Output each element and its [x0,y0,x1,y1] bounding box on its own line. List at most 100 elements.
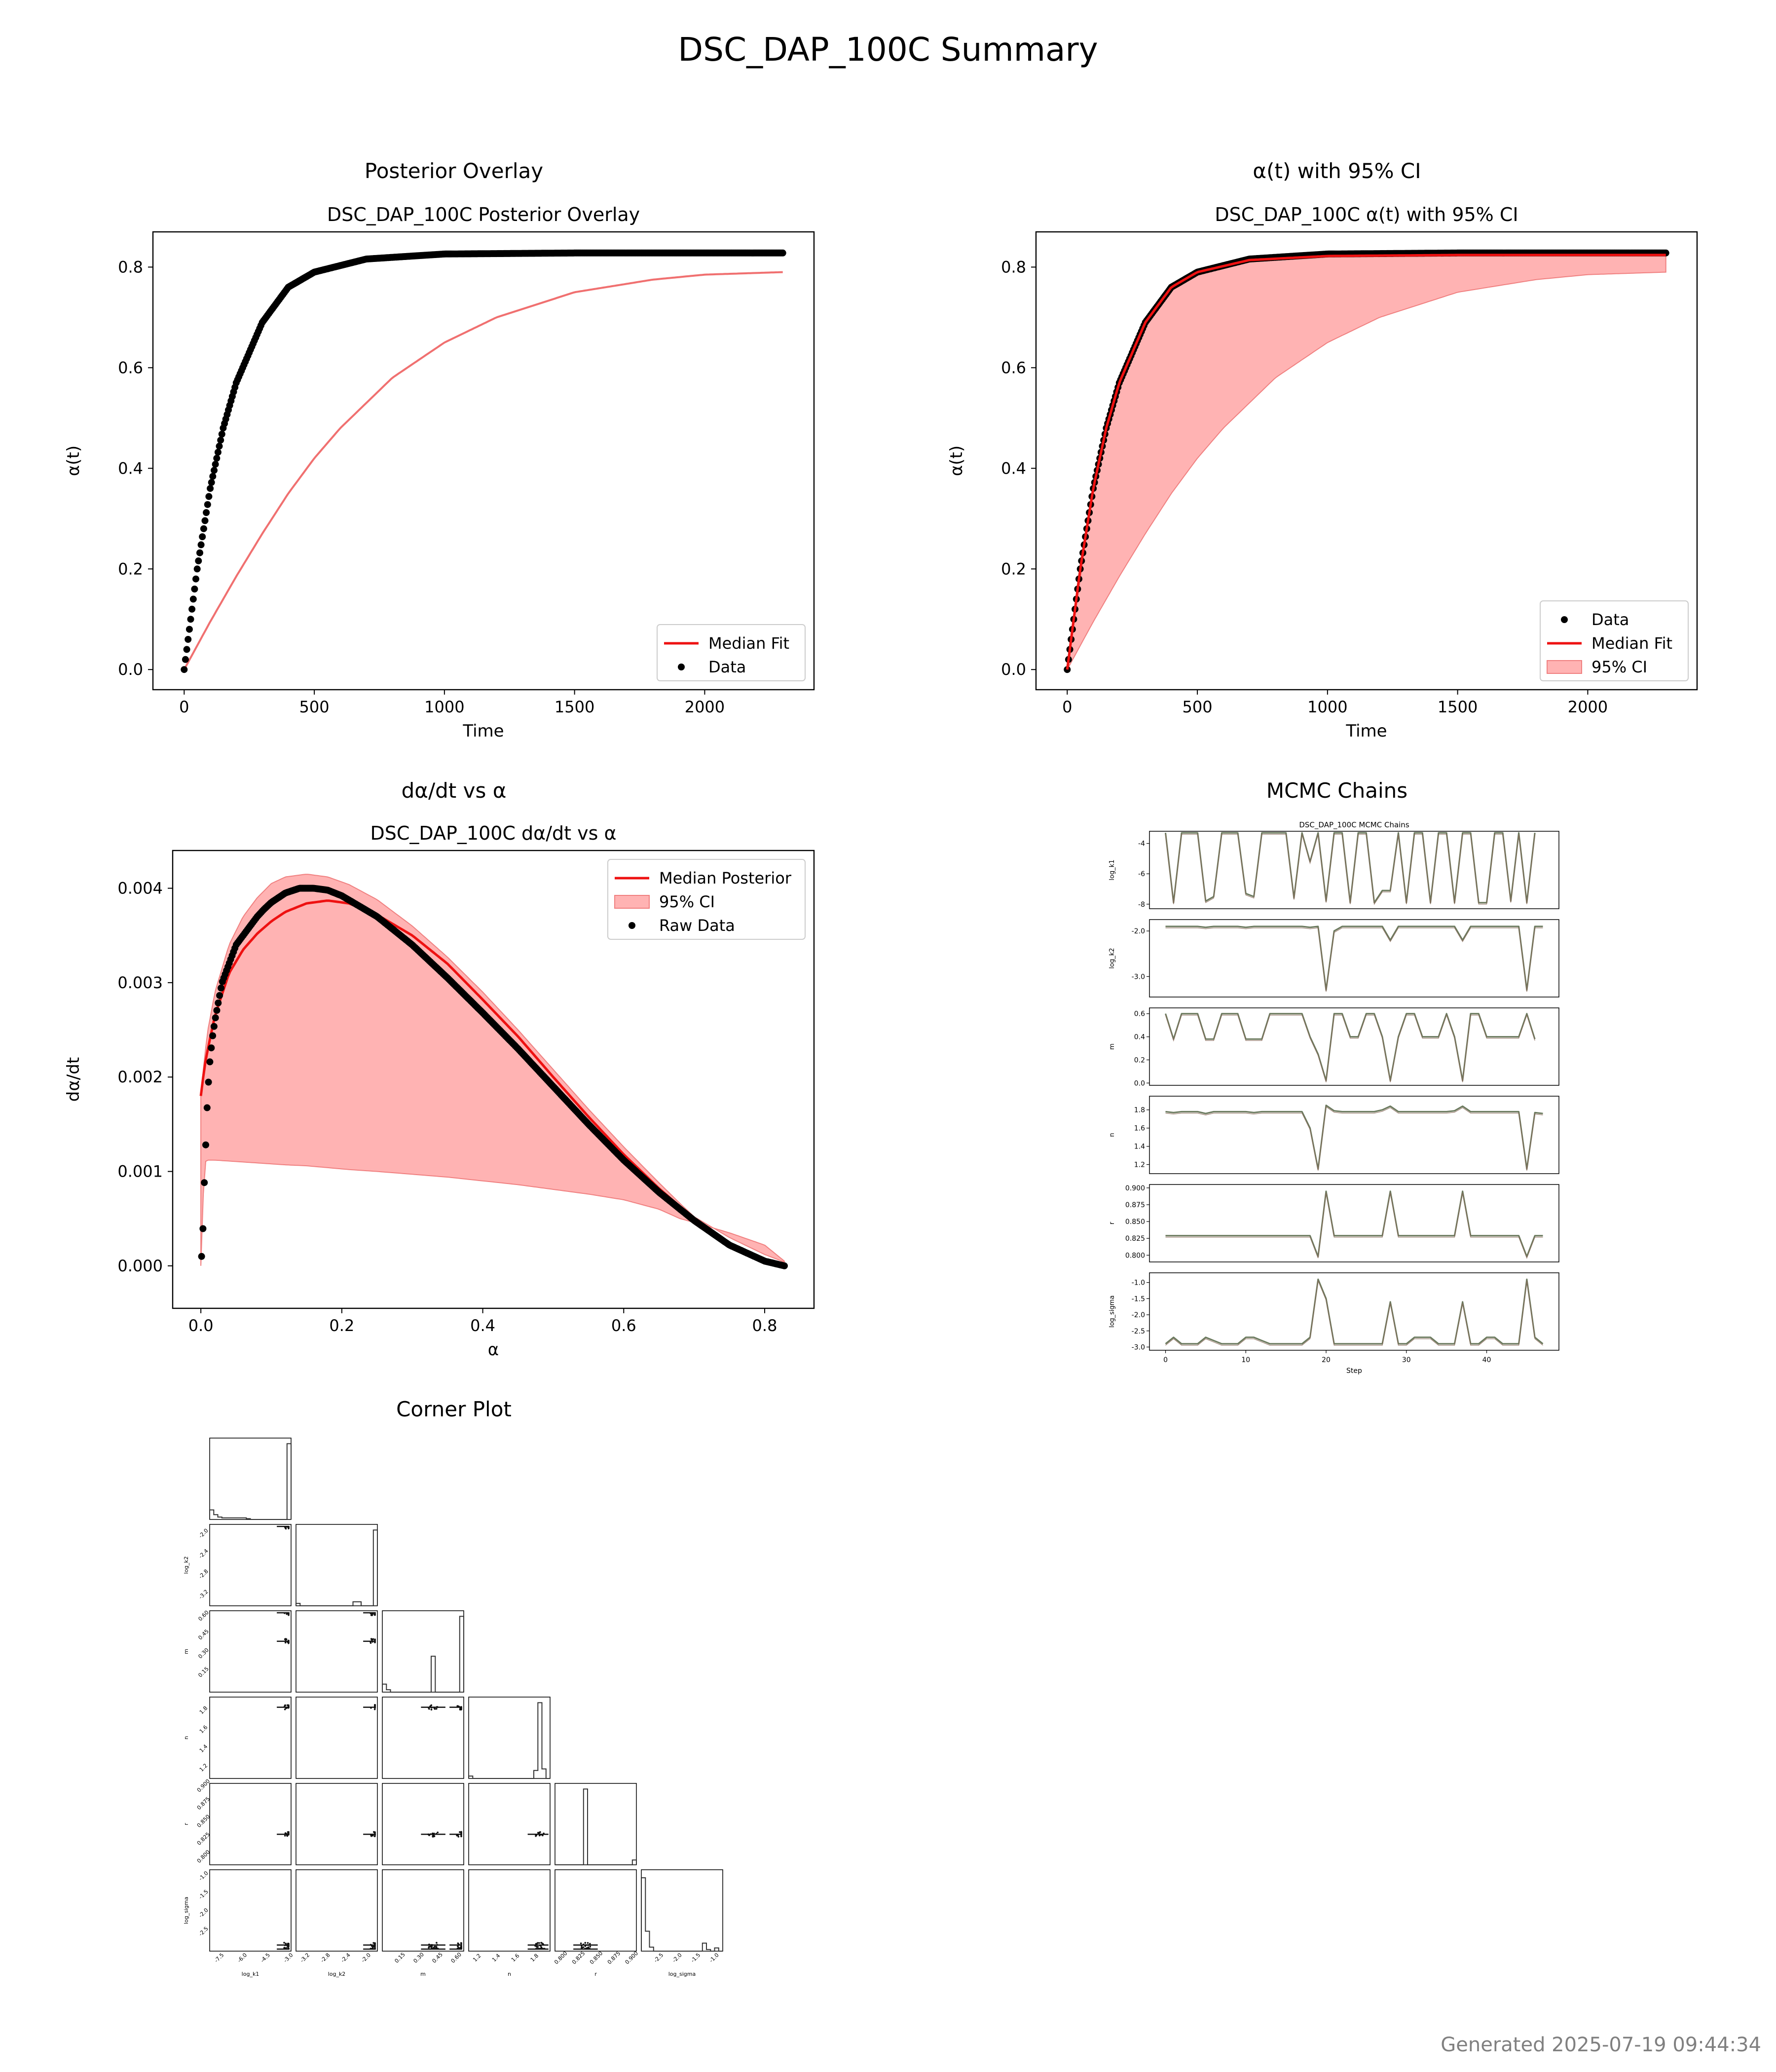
corner-x-tick-label: -2.8 [319,1952,331,1963]
corner-cell-frame [641,1869,723,1952]
overlay-y-tick-label: 0.8 [118,258,143,276]
panel-title-alpha-ci: α(t) with 95% CI [1253,159,1421,183]
corner-x-tick-label: -6.0 [236,1952,248,1963]
corner-sample-point [374,1705,376,1707]
panel-title-mcmc-chains: MCMC Chains [1266,778,1408,803]
ci-x-tick-label: 2000 [1568,698,1608,716]
corner-sample-point [432,1836,434,1838]
rate-x-axis-label: α [488,1340,499,1360]
rate-x-tick-label: 0.4 [470,1316,495,1335]
ci-y-tick-label: 0.6 [1001,358,1026,377]
corner-y-axis-label: m [183,1649,189,1654]
chains-x-axis-label: Step [1346,1367,1362,1375]
corner-cell-frame [296,1697,378,1779]
rate-chart-title: DSC_DAP_100C dα/dt vs α [370,822,616,844]
rate-data-point [215,999,222,1006]
panel-title-corner-plot: Corner Plot [396,1397,512,1421]
corner-histogram-m [382,1616,464,1693]
ci-median-fit-line [1066,254,1666,670]
corner-y-axis-label: r [183,1823,189,1825]
ci-x-tick-label: 1000 [1307,698,1347,716]
corner-sample-point [283,1947,286,1949]
corner-sample-point [371,1638,374,1641]
chains-y-tick-label: 0.0 [1134,1079,1145,1087]
overlay-x-tick-label: 2000 [685,698,725,716]
corner-y-tick-label: -2.4 [197,1548,209,1559]
chains-param-label: m [1109,1043,1116,1050]
corner-y-tick-label: -2.0 [197,1907,209,1919]
chains-param-label: log_k1 [1109,859,1116,880]
chains-y-tick-label: -3.0 [1132,1343,1145,1351]
rate-y-axis-label: dα/dt [64,1057,83,1102]
rate-y-tick-label: 0.000 [117,1257,163,1275]
ci-legend-label: Data [1591,610,1629,629]
overlay-data-point [185,626,193,633]
chains-x-tick-label: 40 [1482,1356,1491,1364]
corner-cell-frame [296,1524,378,1606]
corner-sample-point [288,1831,290,1833]
corner-sample-point [284,1708,286,1710]
overlay-median-fit-line [183,271,783,670]
corner-x-tick-label: -1.0 [708,1952,720,1963]
corner-x-tick-label: 0.15 [393,1951,407,1964]
chains-y-tick-label: 1.6 [1134,1125,1145,1133]
chains-x-tick-label: 30 [1402,1356,1411,1364]
rate-y-tick-label: 0.001 [117,1162,163,1181]
corner-cell-frame [209,1610,292,1693]
corner-sample-point [587,1946,590,1949]
corner-y-tick-label: 0.45 [197,1628,210,1641]
chains-y-tick-label: 0.850 [1125,1218,1145,1226]
rate-plot-frame [172,850,815,1309]
corner-x-tick-label: -3.2 [299,1952,311,1963]
corner-sample-point [434,1946,436,1948]
overlay-data-point [209,473,217,480]
chains-log_k2-frame [1149,919,1559,998]
overlay-data-point [182,656,189,663]
chains-y-tick-label: 0.4 [1134,1034,1145,1041]
chains-y-tick-label: -8 [1138,901,1145,909]
chains-log_k2-trace-2 [1165,927,1543,992]
corner-sample-point [372,1942,374,1944]
corner-y-tick-label: 1.8 [198,1705,209,1716]
corner-sample-point [457,1836,460,1838]
chains-y-tick-label: 0.875 [1125,1201,1145,1209]
overlay-data-point [183,646,190,653]
corner-y-tick-label: -1.0 [197,1870,209,1882]
overlay-data-point [211,467,218,474]
chains-x-tick-label: 10 [1241,1356,1250,1364]
chains-y-tick-label: -1.0 [1132,1279,1145,1287]
corner-sample-point [428,1946,430,1948]
rate-data-point [203,1104,211,1111]
rate-x-tick-label: 0.2 [329,1316,354,1335]
overlay-data-point [208,479,215,486]
corner-sample-point [285,1527,287,1530]
corner-x-axis-label: log_sigma [668,1971,696,1977]
ci-x-tick-label: 500 [1183,698,1213,716]
chains-r-trace-2 [1165,1192,1543,1259]
corner-sample-point [459,1831,461,1833]
overlay-data-point [187,616,194,623]
corner-sample-point [371,1614,373,1616]
overlay-data-point [214,448,222,456]
overlay-x-axis-label: Time [462,721,504,741]
chains-log_k1-trace-2 [1165,834,1535,905]
rate-data-point [202,1141,209,1148]
corner-x-tick-label: -7.5 [213,1952,225,1963]
corner-sample-point [460,1942,462,1944]
corner-cell-frame [555,1783,637,1865]
rate-data-point [205,1078,212,1086]
corner-x-tick-label: 0.800 [553,1950,568,1965]
ci-x-axis-label: Time [1345,721,1387,741]
overlay-data-point [205,493,213,500]
ci-y-tick-label: 0.0 [1001,660,1026,679]
corner-sample-point [371,1946,374,1948]
panel-title-posterior-overlay: Posterior Overlay [364,159,544,183]
overlay-y-tick-label: 0.0 [118,660,143,679]
corner-sample-point [538,1942,540,1944]
corner-y-tick-label: -2.0 [197,1527,209,1539]
ci-y-tick-label: 0.8 [1001,258,1026,276]
corner-sample-point [288,1527,290,1529]
rate-x-tick-label: 0.8 [752,1316,777,1335]
corner-sample-point [428,1708,430,1710]
corner-x-tick-label: 1.6 [510,1953,521,1963]
